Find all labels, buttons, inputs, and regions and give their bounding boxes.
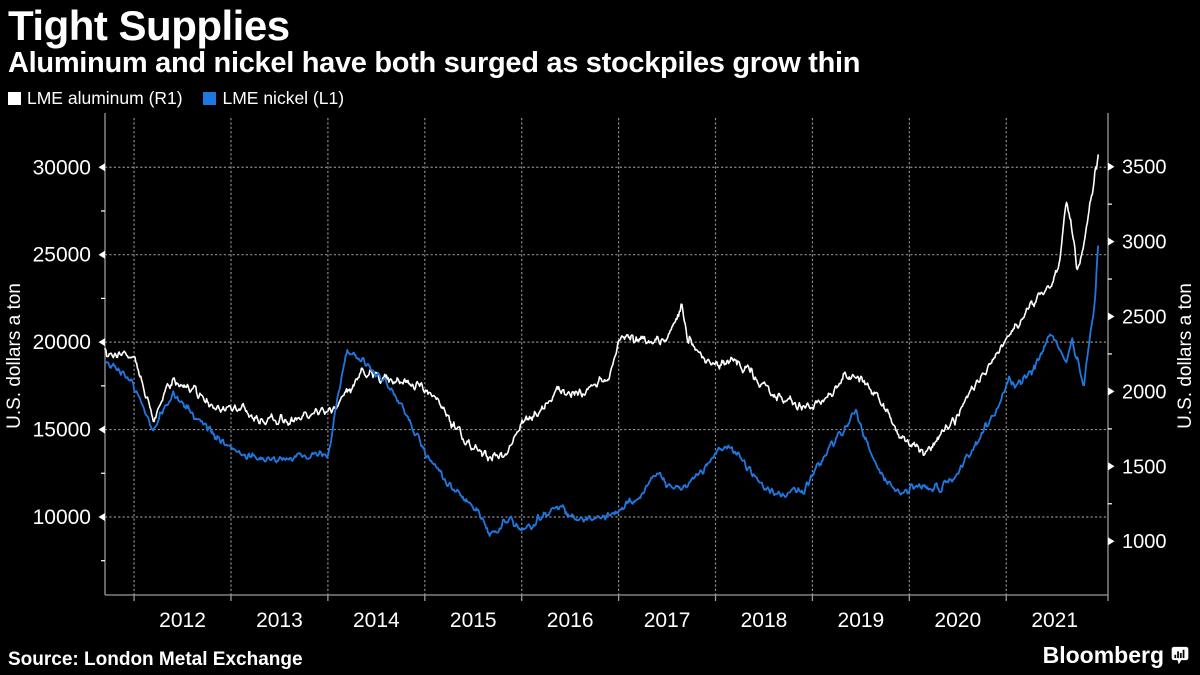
svg-text:2018: 2018 xyxy=(741,609,788,632)
svg-text:2015: 2015 xyxy=(450,609,497,632)
svg-text:15000: 15000 xyxy=(33,419,91,442)
svg-text:2000: 2000 xyxy=(1122,381,1167,403)
svg-text:2016: 2016 xyxy=(547,609,594,632)
svg-text:2017: 2017 xyxy=(644,609,691,632)
svg-text:20000: 20000 xyxy=(33,331,91,354)
svg-text:U.S. dollars a ton: U.S. dollars a ton xyxy=(4,283,25,429)
svg-text:3500: 3500 xyxy=(1122,157,1167,179)
svg-text:2500: 2500 xyxy=(1122,307,1167,329)
svg-text:2014: 2014 xyxy=(353,609,400,632)
svg-text:1000: 1000 xyxy=(1122,531,1167,553)
svg-text:2020: 2020 xyxy=(934,609,981,632)
svg-text:2013: 2013 xyxy=(256,609,303,632)
svg-text:30000: 30000 xyxy=(33,156,91,179)
svg-text:U.S. dollars a ton: U.S. dollars a ton xyxy=(1175,283,1196,429)
svg-text:2021: 2021 xyxy=(1031,609,1078,632)
svg-text:1500: 1500 xyxy=(1122,456,1167,478)
svg-text:3000: 3000 xyxy=(1122,232,1167,254)
svg-text:25000: 25000 xyxy=(33,244,91,267)
svg-text:2019: 2019 xyxy=(838,609,885,632)
svg-text:2012: 2012 xyxy=(159,609,206,632)
svg-text:10000: 10000 xyxy=(33,506,91,529)
